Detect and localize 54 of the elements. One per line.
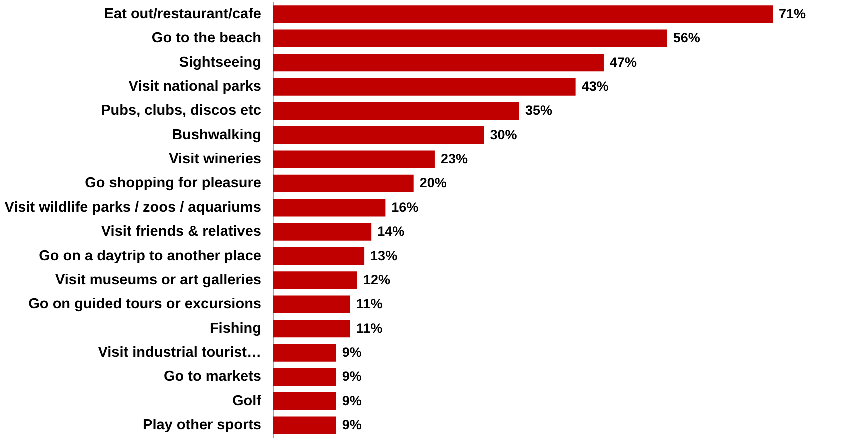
y-tick-label: Go shopping for pleasure [85, 176, 262, 192]
bar [273, 247, 365, 266]
data-label: 9% [342, 418, 362, 433]
data-label: 16% [392, 200, 419, 215]
bar [273, 30, 668, 48]
data-label: 43% [582, 79, 609, 94]
y-tick-label: Visit wineries [169, 152, 262, 168]
y-tick-label: Golf [232, 393, 262, 410]
data-label: 14% [378, 224, 405, 240]
data-label: 35% [525, 103, 553, 118]
bar [273, 368, 336, 386]
y-tick-label: Go on guided tours or excursions [28, 296, 262, 313]
bar [273, 296, 350, 314]
bar [273, 199, 386, 217]
bar [273, 150, 435, 168]
y-tick-label: Visit national parks [128, 79, 262, 95]
data-label: 20% [420, 176, 447, 191]
y-tick-label: Go to markets [164, 369, 262, 386]
bar [273, 272, 358, 290]
data-label: 30% [490, 127, 518, 142]
bar [273, 6, 773, 24]
bar [273, 392, 336, 410]
bar [273, 174, 414, 193]
y-tick-label: Fishing [210, 320, 262, 337]
bar [273, 78, 576, 96]
y-tick-label: Bushwalking [172, 127, 262, 144]
data-label: 11% [356, 296, 383, 312]
y-tick-label: Visit wildlife parks / zoos / aquariums [4, 200, 262, 216]
data-label: 9% [342, 369, 362, 384]
data-label: 71% [779, 6, 806, 22]
y-tick-label: Sightseeing [179, 54, 262, 71]
y-tick-label: Go on a daytrip to another place [39, 248, 262, 264]
data-label: 9% [342, 393, 362, 408]
data-label: 47% [610, 54, 638, 70]
y-tick-label: Visit museums or art galleries [55, 272, 262, 288]
data-label: 23% [440, 152, 468, 167]
bar [273, 320, 350, 338]
data-label: 9% [342, 345, 362, 360]
bar [273, 416, 336, 434]
y-tick-label: Visit industrial tourist… [98, 345, 262, 361]
y-tick-label: Go to the beach [152, 30, 262, 47]
data-label: 13% [370, 248, 398, 264]
y-tick-label: Visit friends & relatives [101, 224, 262, 240]
bar [273, 102, 520, 120]
bar [273, 54, 604, 72]
data-label: 12% [364, 272, 391, 288]
y-tick-label: Pubs, clubs, discos etc [101, 103, 262, 120]
data-label: 11% [356, 320, 383, 336]
bar [273, 223, 372, 241]
y-tick-label: Play other sports [143, 418, 262, 434]
data-label: 56% [673, 30, 700, 46]
bar [273, 126, 484, 144]
bar [273, 344, 336, 362]
y-tick-label: Eat out/restaurant/cafe [104, 6, 262, 22]
